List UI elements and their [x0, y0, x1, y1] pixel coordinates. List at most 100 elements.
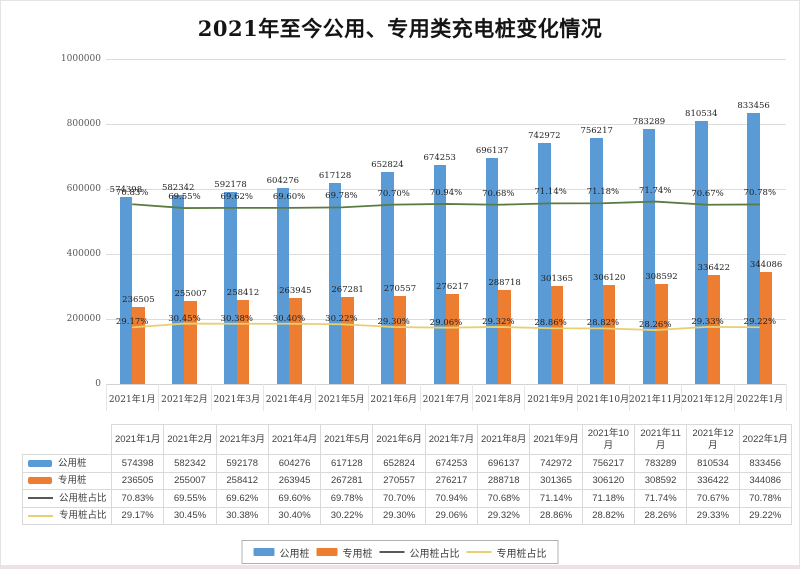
table-cell: 69.62% — [215, 489, 269, 508]
line-label-public-ratio: 71.18% — [586, 187, 620, 198]
line-label-public-ratio: 70.94% — [429, 187, 463, 198]
bar-public-pile — [328, 183, 342, 384]
bar-label-dedicated: 270557 — [383, 284, 417, 295]
trend-lines — [132, 200, 760, 331]
x-axis-tick-label: 2021年3月 — [213, 395, 261, 405]
line-label-dedicated-ratio: 29.06% — [429, 317, 463, 328]
bar-public-pile — [224, 191, 237, 384]
bar-label-public: 582342 — [161, 182, 195, 193]
table-cell: 592178 — [215, 454, 269, 473]
x-axis-tick-label: 2021年2月 — [161, 395, 208, 405]
bar-dedicated-pile — [341, 297, 354, 384]
x-axis-tick-mark — [472, 384, 474, 411]
chart-data-table: 2021年1月 2021年2月 2021年3月 2021年4月 2021年5月 2021年… — [22, 424, 792, 525]
table-column-header: 2021年1月 — [110, 424, 165, 455]
bar-label-public: 604276 — [266, 175, 300, 186]
table-cell: 258412 — [215, 471, 269, 490]
y-axis-tick-label: 200000 — [66, 313, 101, 324]
y-gridline — [106, 254, 786, 255]
table-cell: 71.14% — [529, 489, 583, 508]
x-axis-tick-label: 2021年12月 — [681, 395, 734, 405]
line-label-public-ratio: 70.70% — [377, 188, 410, 199]
series-swatch-icon — [28, 477, 52, 485]
y-axis-tick-label: 600000 — [66, 183, 101, 194]
table-column-header: 2021年12月 — [686, 424, 740, 455]
table-row-header: 公用桩 — [22, 454, 112, 473]
table-column-header: 2021年6月 — [372, 424, 426, 455]
x-axis-tick-mark — [367, 384, 369, 411]
table-cell: 236505 — [110, 471, 165, 490]
bar-dedicated-pile — [550, 286, 564, 384]
table-cell: 344086 — [738, 471, 792, 490]
table-column-header: 2021年3月 — [215, 424, 269, 455]
line-label-public-ratio: 71.74% — [639, 185, 672, 196]
line-label-dedicated-ratio: 30.40% — [272, 313, 306, 324]
legend-label: 公用桩 — [279, 548, 310, 560]
bar-public-pile — [590, 138, 603, 384]
series-swatch-icon — [28, 497, 53, 500]
legend-swatch-icon — [379, 551, 405, 553]
line-label-dedicated-ratio: 28.82% — [586, 318, 620, 329]
bar-public-pile — [381, 171, 394, 384]
table-cell: 674253 — [424, 454, 479, 473]
bar-label-dedicated: 288718 — [488, 278, 521, 289]
x-axis-tick-label: 2021年5月 — [318, 395, 365, 405]
table-column-header: 2021年11月 — [633, 424, 688, 455]
bar-label-public: 833456 — [737, 101, 770, 112]
bar-public-pile — [642, 129, 656, 384]
bar-public-pile — [433, 164, 446, 384]
line-dedicated-ratio — [132, 322, 760, 331]
line-label-public-ratio: 69.60% — [272, 191, 306, 202]
table-cell: 70.94% — [424, 489, 479, 508]
x-axis-tick-label: 2021年4月 — [265, 395, 313, 405]
table-row: 公用桩 574398 582342 592178 604276 617128 652824 6… — [22, 454, 792, 473]
x-axis-line — [106, 384, 786, 385]
x-axis-tick-mark — [158, 384, 160, 411]
bar-dedicated-pile — [655, 283, 668, 384]
table-cell: 69.60% — [267, 489, 322, 508]
legend-item: 专用桩占比 — [466, 545, 547, 560]
table-column-header: 2021年7月 — [424, 424, 479, 455]
line-public-ratio — [132, 200, 760, 209]
y-gridline — [106, 59, 786, 60]
bar-label-dedicated: 255007 — [174, 289, 207, 300]
table-cell: 29.30% — [372, 506, 426, 525]
table-cell: 70.68% — [477, 489, 531, 508]
bar-label-dedicated: 263945 — [279, 286, 312, 297]
legend-swatch-icon — [466, 551, 492, 553]
legend-label: 专用桩占比 — [496, 548, 547, 560]
line-label-public-ratio: 69.62% — [220, 191, 253, 202]
table-cell: 308592 — [633, 471, 688, 490]
series-name-label: 专用桩 — [58, 475, 87, 487]
x-axis-tick-mark — [419, 384, 421, 411]
table-cell: 306120 — [581, 471, 635, 490]
y-axis-tick-label: 400000 — [66, 248, 101, 259]
table-cell: 604276 — [267, 454, 322, 473]
bar-dedicated-pile — [498, 290, 511, 384]
bar-public-pile — [747, 113, 760, 384]
line-label-dedicated-ratio: 30.22% — [325, 314, 358, 325]
bar-label-dedicated: 336422 — [697, 262, 730, 273]
table-row-header: 专用桩 — [22, 471, 112, 490]
line-label-public-ratio: 70.83% — [115, 188, 149, 199]
bar-dedicated-pile — [602, 284, 616, 384]
series-name-label: 专用桩占比 — [59, 510, 107, 522]
table-cell: 288718 — [477, 471, 531, 490]
table-cell: 810534 — [686, 454, 740, 473]
table-cell: 30.38% — [215, 506, 269, 525]
line-label-dedicated-ratio: 30.45% — [168, 313, 201, 324]
chart-legend: 公用桩 专用桩 公用桩占比 专用桩占比 — [241, 540, 559, 564]
series-name-label: 公用桩 — [58, 457, 87, 469]
table-cell: 71.18% — [581, 489, 635, 508]
legend-swatch-icon — [316, 548, 338, 556]
table-cell: 71.74% — [633, 489, 688, 508]
x-axis-tick-label: 2021年7月 — [422, 395, 470, 405]
table-cell: 70.83% — [110, 489, 165, 508]
table-cell: 263945 — [267, 471, 322, 490]
bar-label-dedicated: 267281 — [331, 285, 364, 296]
x-axis-tick-mark — [210, 384, 212, 411]
y-gridline — [106, 189, 786, 190]
table-column-header: 2021年2月 — [163, 424, 217, 455]
